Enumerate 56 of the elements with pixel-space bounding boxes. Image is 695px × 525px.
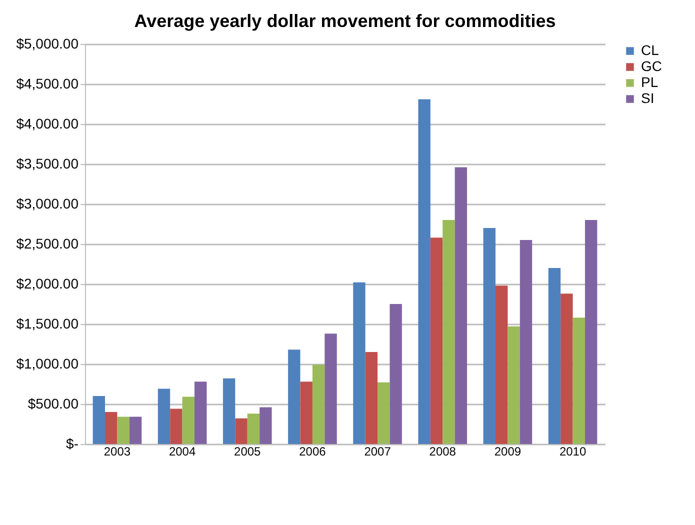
bar <box>454 167 468 444</box>
bar <box>182 396 194 444</box>
bar <box>222 378 236 444</box>
x-tick-label: 2007 <box>364 444 392 458</box>
bar <box>324 334 337 444</box>
bar <box>92 396 106 444</box>
bar <box>483 228 496 444</box>
bar <box>560 294 573 444</box>
bar <box>572 318 585 444</box>
x-tick-label: 2003 <box>104 444 131 458</box>
legend-label: CL <box>641 42 660 58</box>
x-tick-label: 2006 <box>299 444 326 458</box>
x-tick-label: 2010 <box>559 444 586 458</box>
chart-title: Average yearly dollar movement for commodities <box>134 11 556 31</box>
y-tick-label: $1,000.00 <box>16 356 79 372</box>
bar <box>300 382 312 444</box>
bar <box>353 282 366 444</box>
bar <box>520 240 532 444</box>
y-tick-label: $4,000.00 <box>16 116 79 132</box>
bar <box>129 416 142 444</box>
bar <box>247 414 260 444</box>
bar <box>365 352 378 444</box>
y-tick-label: $- <box>66 436 79 452</box>
x-tick-label: 2008 <box>429 444 456 458</box>
x-tick-label: 2009 <box>494 444 522 458</box>
bar <box>260 407 272 444</box>
bar <box>496 286 508 444</box>
bar <box>508 326 520 444</box>
y-tick-label: $1,500.00 <box>16 316 79 332</box>
y-tick-label: $5,000.00 <box>16 36 79 52</box>
bar <box>158 388 170 444</box>
bar <box>430 238 443 444</box>
bar <box>117 416 130 444</box>
bar <box>390 304 402 444</box>
bar <box>235 418 248 444</box>
y-tick-label: $500.00 <box>28 396 79 412</box>
legend-label: SI <box>641 90 654 106</box>
bar <box>194 382 207 444</box>
bar <box>548 268 561 444</box>
y-tick-label: $4,500.00 <box>16 76 79 92</box>
y-tick-label: $3,500.00 <box>16 156 79 172</box>
bar <box>418 99 430 444</box>
bar <box>170 408 182 444</box>
bar <box>105 412 118 444</box>
bar <box>288 350 300 444</box>
bar <box>442 220 455 444</box>
bar <box>378 382 390 444</box>
bar <box>312 364 325 444</box>
y-tick-label: $2,000.00 <box>16 276 79 292</box>
legend-label: PL <box>641 74 658 90</box>
y-tick-label: $2,500.00 <box>16 236 79 252</box>
bar <box>584 220 598 444</box>
y-tick-label: $3,000.00 <box>16 196 79 212</box>
x-tick-label: 2005 <box>234 444 262 458</box>
x-tick-label: 2004 <box>168 444 196 458</box>
legend-label: GC <box>641 58 662 74</box>
